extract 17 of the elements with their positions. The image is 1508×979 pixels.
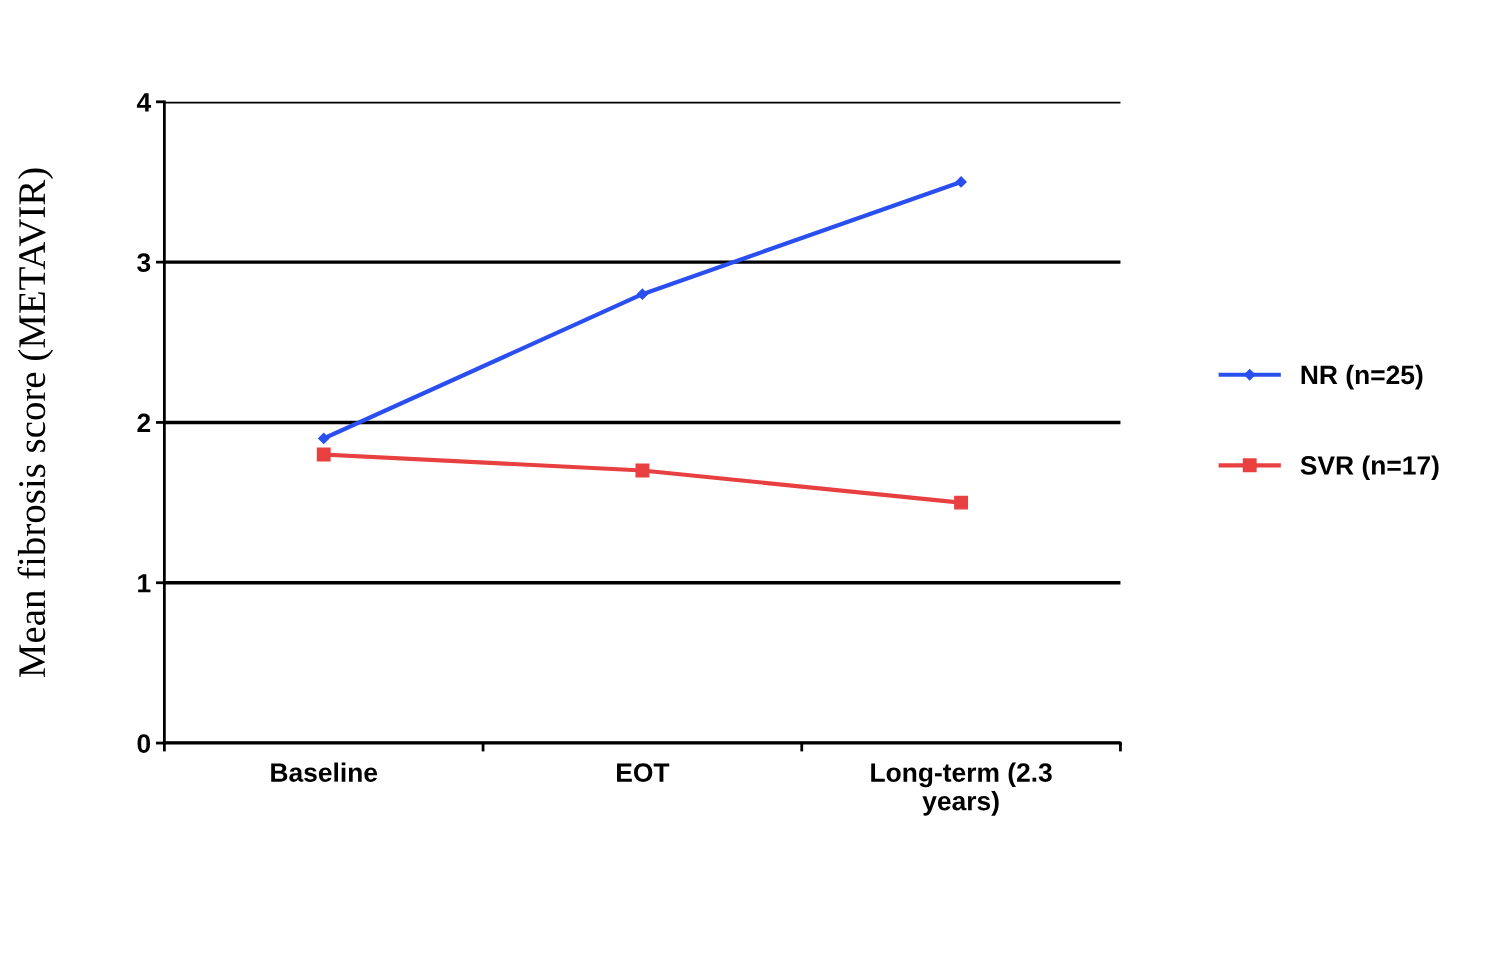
point [955,176,967,188]
y-tick-label: 2 [137,413,151,432]
y-tick-label: 1 [138,574,151,593]
x-tick-label: EOT [617,763,670,782]
point [636,288,649,300]
y-axis-title: Mean fibrosis score (METAVIR) [17,168,54,677]
point [635,463,650,478]
y-tick-label: 3 [137,253,151,272]
x-tick-label: Long-term (2.3 years) [871,762,1052,816]
legend-label: NR (n=25) [1301,364,1423,390]
y-tick-label: 0 [137,734,151,753]
point [954,495,969,510]
point [318,432,330,445]
point [316,447,331,462]
y-tick-label: 4 [136,93,152,112]
legend-label: SVR (n=17) [1300,455,1439,481]
x-tick-label: Baseline [271,762,378,782]
